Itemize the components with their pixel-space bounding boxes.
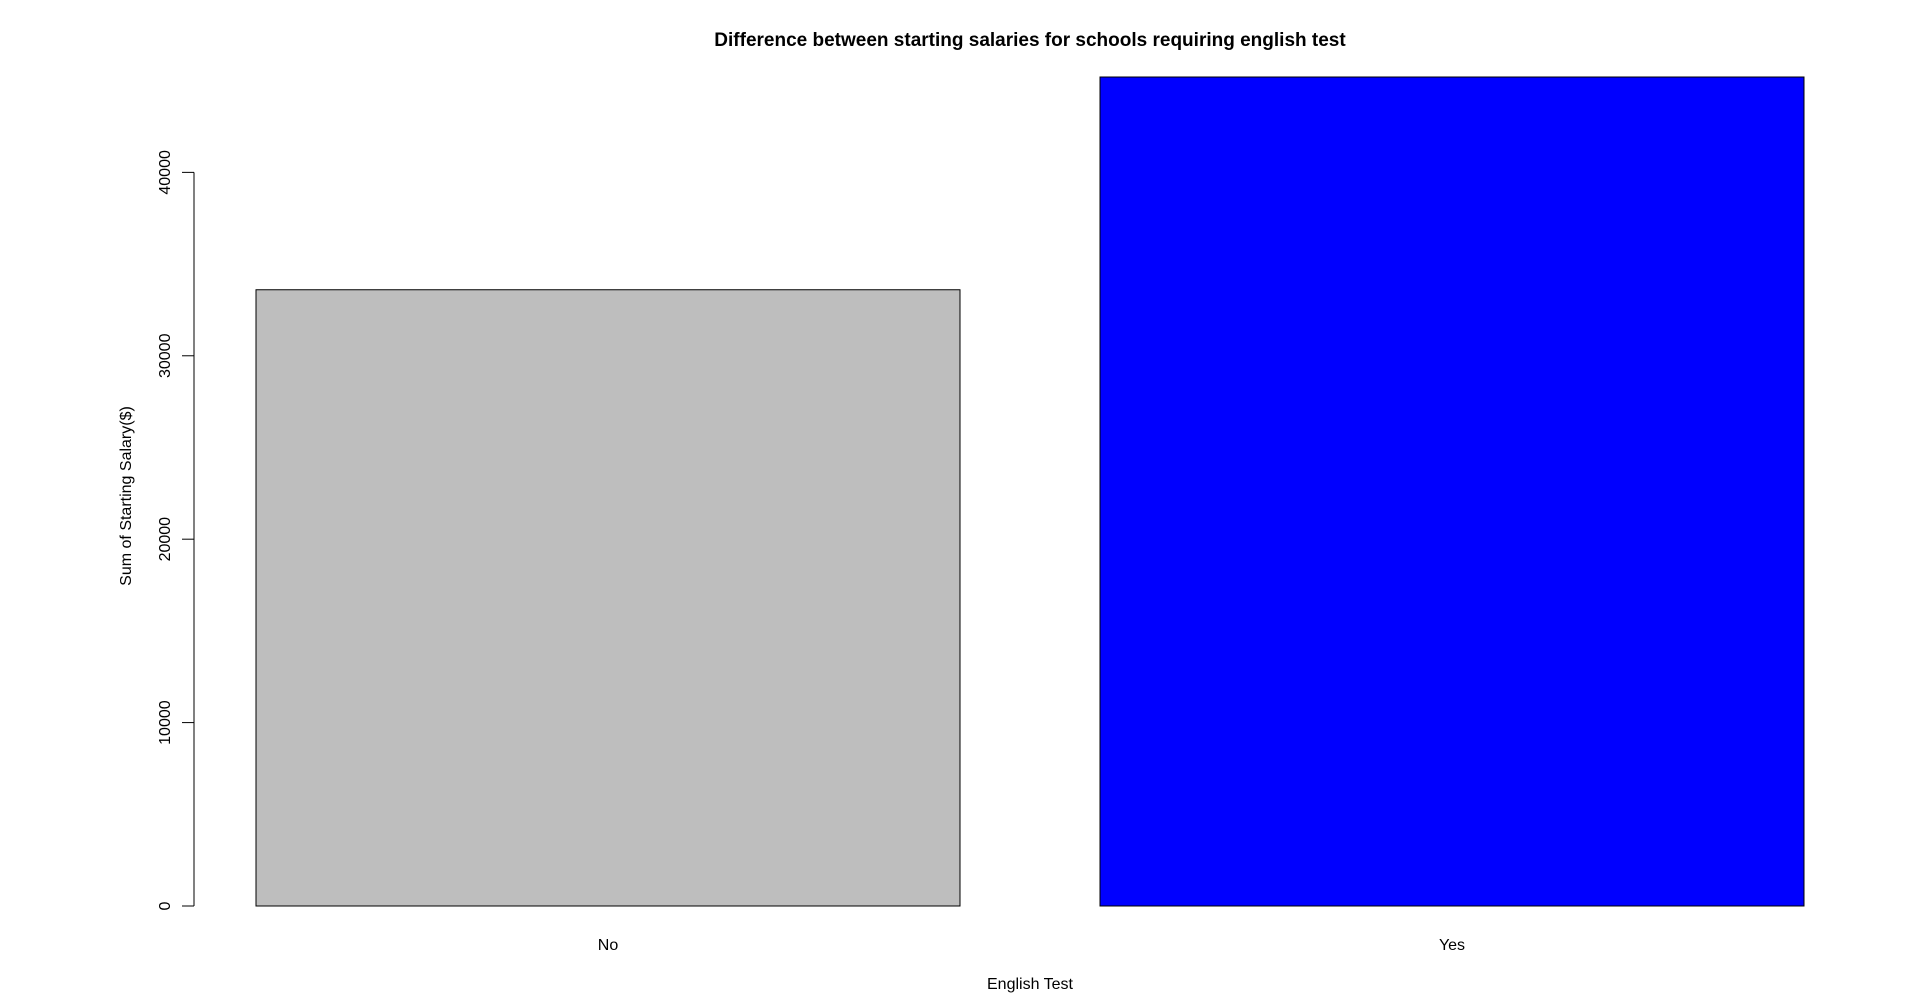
bar-yes	[1099, 76, 1805, 907]
y-tick-label: 30000	[157, 333, 174, 378]
y-axis-label: Sum of Starting Salary($)	[118, 406, 135, 586]
chart-title: Difference between starting salaries for…	[714, 30, 1346, 51]
x-tick-label: No	[598, 937, 619, 954]
bars	[255, 76, 1805, 907]
x-axis-tick-labels: No Yes	[598, 937, 1465, 954]
bar-no	[255, 289, 961, 907]
y-tick-label: 40000	[157, 150, 174, 195]
y-tick-label: 0	[157, 901, 174, 910]
y-tick-label: 20000	[157, 517, 174, 562]
y-tick-label: 10000	[157, 700, 174, 745]
y-axis: 0 10000 20000 30000 40000	[157, 150, 195, 910]
x-tick-label: Yes	[1439, 937, 1465, 954]
x-axis-label: English Test	[987, 976, 1074, 993]
